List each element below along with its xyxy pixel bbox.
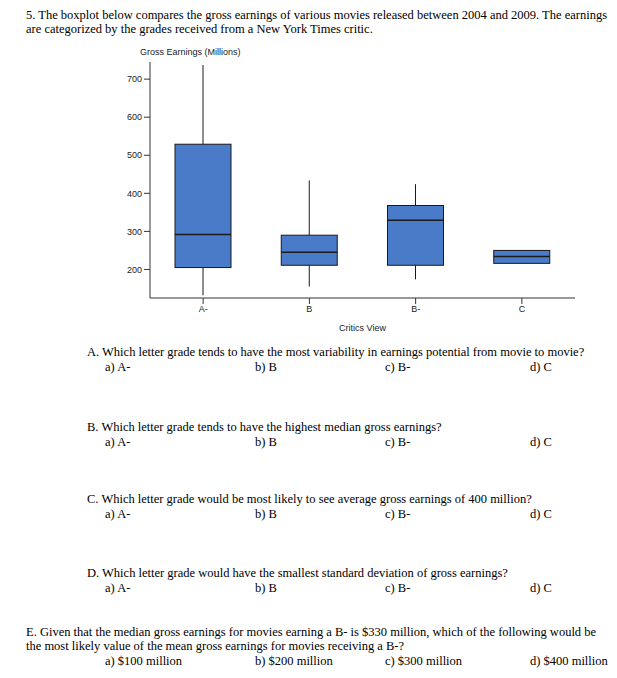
svg-text:400: 400 <box>127 189 142 199</box>
html-text:a) A-: a) A- <box>105 581 131 595</box>
html-text:E. Given that the median gross: E. Given that the median gross earnings … <box>26 625 596 653</box>
html-text:a) A-: a) A- <box>105 507 131 521</box>
html-text:D. Which letter grade would ha: D. Which letter grade would have the sma… <box>87 566 508 580</box>
html-text:b) $200 million: b) $200 million <box>255 654 333 668</box>
svg-text:500: 500 <box>127 150 142 160</box>
html-text:C. Which letter grade would be: C. Which letter grade would be most like… <box>87 492 532 506</box>
html-text:a) A-: a) A- <box>105 435 131 449</box>
html-text:a) A-: a) A- <box>105 360 131 374</box>
html-text:b) B: b) B <box>255 507 277 521</box>
html-text:B. Which letter grade tends to: B. Which letter grade tends to have the … <box>87 420 442 434</box>
svg-text:300: 300 <box>127 227 142 237</box>
svg-text:B-: B- <box>411 304 420 314</box>
svg-text:700: 700 <box>127 74 142 84</box>
html-text:Gross Earnings (Millions): Gross Earnings (Millions) <box>140 47 241 57</box>
html-text:b) B: b) B <box>255 360 277 374</box>
html-text:d) C: d) C <box>530 581 552 595</box>
html-text:b) B: b) B <box>255 581 277 595</box>
html-text:c) B-: c) B- <box>385 507 411 521</box>
html-text:d) C: d) C <box>530 360 552 374</box>
svg-text:B: B <box>306 304 312 314</box>
html-text:c) B-: c) B- <box>385 581 411 595</box>
svg-text:600: 600 <box>127 112 142 122</box>
svg-text:A-: A- <box>199 304 208 314</box>
html-text:d) C: d) C <box>530 507 552 521</box>
svg-text:C: C <box>519 304 526 314</box>
html-text:c) $300 million: c) $300 million <box>385 654 463 668</box>
html-text:5. The boxplot below compares: 5. The boxplot below compares the gross … <box>26 8 607 36</box>
svg-text:Critics View: Critics View <box>339 323 386 333</box>
html-text:a) $100 million: a) $100 million <box>105 654 183 668</box>
html-text:c) B-: c) B- <box>385 435 411 449</box>
html-text:d) $400 million: d) $400 million <box>530 654 608 668</box>
html-text:c) B-: c) B- <box>385 360 411 374</box>
svg-text:200: 200 <box>127 265 142 275</box>
html-text:A. Which letter grade tends to: A. Which letter grade tends to have the … <box>87 345 585 359</box>
html-text:b) B: b) B <box>255 435 277 449</box>
html-text:d) C: d) C <box>530 435 552 449</box>
